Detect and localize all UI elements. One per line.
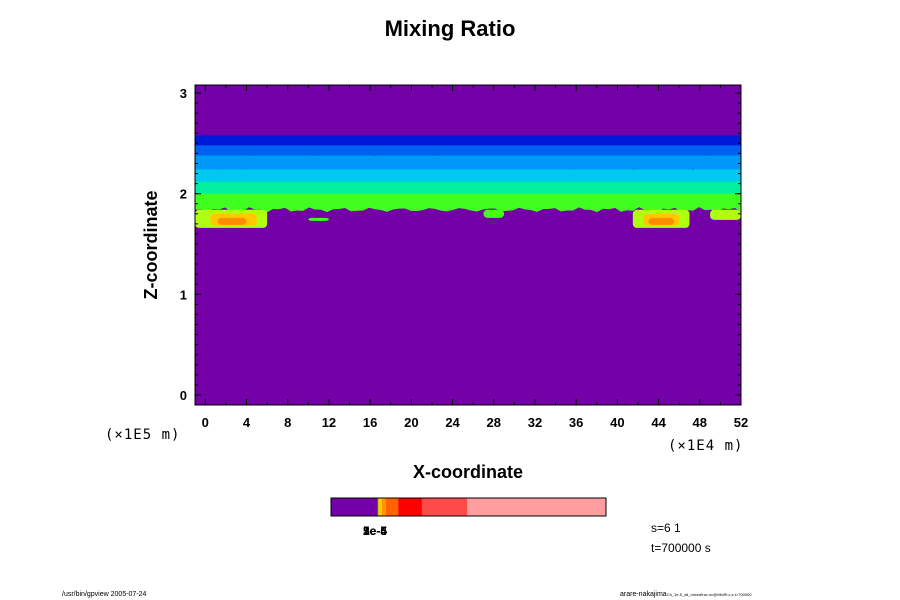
colorbar-frame — [330, 497, 607, 517]
x-tick-label: 0 — [202, 415, 209, 430]
step-label: s=6 1 — [651, 521, 681, 535]
y-tick-label: 3 — [180, 86, 187, 101]
x-tick-label: 52 — [734, 415, 748, 430]
contour-patch — [308, 217, 329, 221]
colorbar-segment — [421, 498, 468, 516]
y-unit-label: (×1E5 m) — [105, 427, 180, 443]
colorbar-segment — [386, 498, 399, 516]
y-tick-label: 1 — [180, 287, 187, 302]
x-tick-label: 48 — [693, 415, 707, 430]
footer-right-main: arare-nakajima — [620, 591, 667, 598]
x-tick-label: 20 — [404, 415, 418, 430]
y-axis-title: Z-coordinate — [141, 190, 161, 299]
colorbar-segment — [467, 498, 607, 516]
x-tick-label: 8 — [284, 415, 291, 430]
colorbar-segment — [377, 498, 380, 516]
plot-background — [195, 85, 741, 405]
x-tick-label: 32 — [528, 415, 542, 430]
x-tick-label: 4 — [243, 415, 251, 430]
x-tick-label: 12 — [322, 415, 336, 430]
colorbar-segment — [381, 498, 387, 516]
y-tick-label: 2 — [180, 187, 187, 202]
colorbar-label: 5e-4 — [363, 524, 387, 538]
footer-right: arare-nakajimaCh_1e-5_all_mixedfrac.nc@M… — [620, 591, 752, 598]
colorbar-segment — [398, 498, 423, 516]
x-tick-label: 44 — [651, 415, 666, 430]
chart-title: Mixing Ratio — [384, 16, 516, 41]
x-tick-label: 16 — [363, 415, 377, 430]
time-label: t=700000 s — [651, 541, 711, 555]
footer-left: /usr/bin/gpview 2005-07-24 — [62, 591, 147, 598]
x-tick-label: 24 — [445, 415, 460, 430]
colorbar-segment — [331, 498, 379, 516]
contour-layer — [195, 193, 741, 213]
colorbar-label: 2e-5 — [363, 524, 387, 538]
x-axis-title: X-coordinate — [413, 462, 523, 482]
contour-patch — [648, 217, 675, 225]
x-tick-label: 28 — [487, 415, 501, 430]
footer-right-small: Ch_1e-5_all_mixedfrac.nc@MixRt,x,z,t=700… — [667, 592, 753, 597]
x-unit-label: (×1E4 m) — [668, 438, 743, 454]
x-tick-label: 36 — [569, 415, 583, 430]
contour-patch — [710, 209, 741, 220]
colorbar-label: 1e-5 — [363, 524, 387, 538]
contour-patch — [217, 217, 247, 225]
y-tick-label: 0 — [180, 388, 187, 403]
colorbar — [330, 497, 607, 517]
contour-patch — [483, 209, 505, 218]
x-tick-label: 40 — [610, 415, 624, 430]
colorbar-segment — [379, 498, 383, 516]
plot-frame — [194, 84, 742, 406]
